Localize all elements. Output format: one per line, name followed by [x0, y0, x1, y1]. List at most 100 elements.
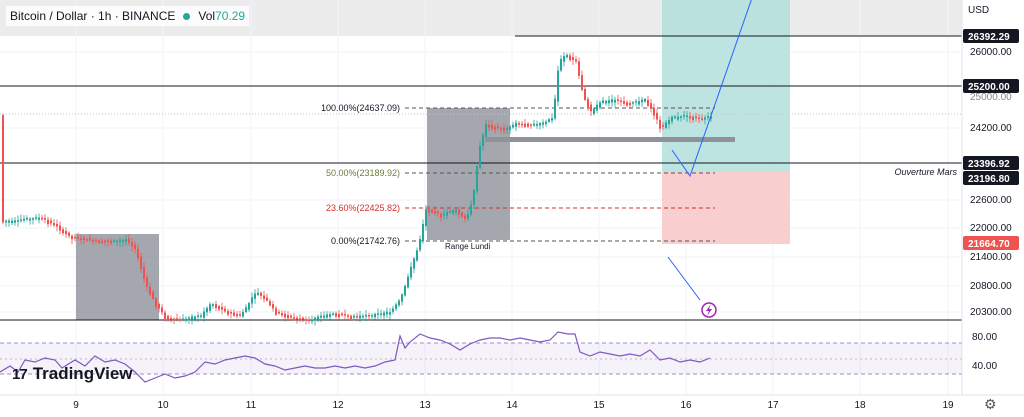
symbol-title[interactable]: Bitcoin / Dollar · 1h · BINANCE [10, 9, 176, 23]
candle-body [23, 218, 25, 221]
candle-body [434, 210, 436, 214]
candle-body [65, 231, 67, 235]
candle-body [44, 217, 46, 220]
price-label-20300: 20300.00 [970, 307, 1012, 318]
candle-body [377, 313, 379, 315]
candle-body [170, 317, 172, 320]
candle-body [335, 313, 337, 317]
support-zone[interactable] [485, 137, 735, 142]
candle-body [581, 75, 583, 90]
price-label-25000: 25000.00 [970, 92, 1012, 103]
candle-body [215, 303, 217, 309]
candle-body [254, 293, 256, 299]
candle-body [365, 314, 367, 317]
price-label-22000: 22000.00 [970, 223, 1012, 234]
candle-body [56, 223, 58, 227]
candle-body [191, 316, 193, 320]
candle-body [341, 313, 343, 316]
candle-body [320, 315, 322, 318]
candle-body [542, 122, 544, 125]
candle-body [572, 57, 574, 61]
rsi-label-40: 40.00 [972, 361, 997, 372]
lightning-icon[interactable] [701, 302, 717, 318]
candle-body [407, 276, 409, 288]
range-box-weekend[interactable] [76, 234, 159, 320]
candle-body [479, 145, 481, 168]
candle-body [26, 217, 28, 220]
candle-body [362, 315, 364, 318]
candle-body [662, 125, 664, 127]
candle-body [503, 127, 505, 131]
candle-body [176, 318, 178, 321]
candle-body [530, 124, 532, 126]
candle-body [644, 98, 646, 102]
candle-body [440, 213, 442, 218]
candle-body [260, 292, 262, 297]
candle-body [20, 219, 22, 221]
candle-body [200, 315, 202, 317]
candle-body [197, 315, 199, 318]
candle-body [656, 112, 658, 120]
badge-25200: 25200.00 [968, 82, 1010, 93]
candle-body [551, 118, 553, 121]
candle-body [314, 317, 316, 321]
candle-body [263, 295, 265, 300]
candle-body [467, 213, 469, 219]
fib-label-100: 100.00%(24637.09) [321, 103, 400, 113]
time-label-10: 10 [157, 400, 169, 411]
time-label-17: 17 [767, 400, 779, 411]
candle-body [614, 99, 616, 103]
candle-body [611, 99, 613, 103]
currency-selector[interactable]: USD [968, 5, 990, 16]
candle-body [173, 318, 175, 321]
candle-body [125, 239, 127, 242]
candle-body [524, 123, 526, 127]
candle-body [5, 220, 7, 223]
candle-body [368, 314, 370, 317]
candle-body [413, 258, 415, 269]
candle-body [236, 313, 238, 317]
candle-body [473, 190, 475, 205]
candle-body [389, 312, 391, 315]
candle-body [302, 317, 304, 320]
candle-body [419, 239, 421, 251]
ouverture-mars-label: Ouverture Mars [894, 167, 957, 177]
candle-body [659, 119, 661, 129]
candle-body [89, 238, 91, 241]
candle-body [305, 319, 307, 321]
candle-body [545, 121, 547, 125]
candle-body [629, 102, 631, 106]
gear-icon[interactable]: ⚙ [984, 396, 997, 412]
candle-body [269, 301, 271, 306]
candle-body [431, 209, 433, 213]
time-label-19: 19 [942, 400, 954, 411]
market-open-icon [183, 12, 191, 20]
candle-body [59, 225, 61, 231]
candle-body [323, 315, 325, 318]
candle-body [374, 313, 376, 318]
candle-body [182, 318, 184, 321]
candle-body [563, 55, 565, 62]
rsi-line [0, 331, 711, 383]
candle-body [428, 209, 430, 213]
candle-body [410, 266, 412, 278]
candle-body [533, 123, 535, 126]
candle-body [500, 128, 502, 130]
position-stop-zone[interactable] [662, 172, 790, 244]
badge-23396: 23396.92 [968, 159, 1010, 170]
candle-body [353, 315, 355, 318]
candle-body [437, 211, 439, 214]
candle-body [164, 312, 166, 319]
time-label-13: 13 [419, 400, 431, 411]
volume-value: 70.29 [215, 9, 246, 23]
candle-body [104, 240, 106, 243]
candle-body [650, 103, 652, 109]
candle-body [641, 99, 643, 103]
candle-body [119, 240, 121, 242]
candle-body [401, 294, 403, 302]
candle-body [98, 240, 100, 243]
candle-body [470, 204, 472, 215]
candle-body [146, 277, 148, 287]
candle-body [536, 123, 538, 126]
